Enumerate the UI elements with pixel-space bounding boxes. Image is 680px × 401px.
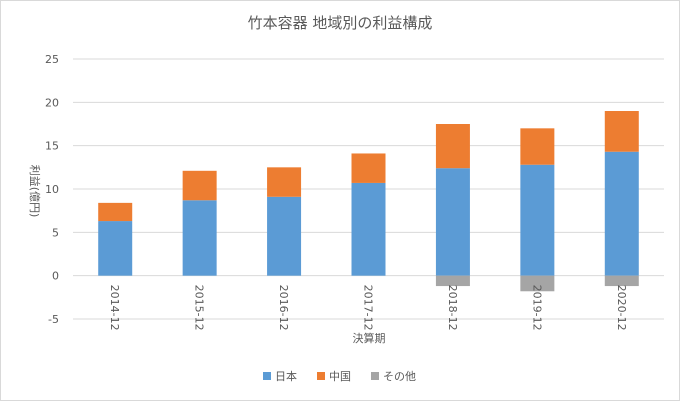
x-tick-label: 2016-12 xyxy=(277,285,290,331)
bar-segment-0-2 xyxy=(267,196,302,276)
bars xyxy=(98,111,639,292)
bar-segment-1-1 xyxy=(182,170,217,201)
bar-segment-0-1 xyxy=(182,200,217,276)
legend-label-1: 中国 xyxy=(329,370,351,383)
legend-swatch-1 xyxy=(317,372,325,380)
legend-label-0: 日本 xyxy=(275,369,297,383)
y-tick-label: 15 xyxy=(45,140,59,153)
legend-swatch-2 xyxy=(371,372,379,380)
legend-label-2: その他 xyxy=(383,370,416,383)
x-axis-ticks: 2014-12 2015-12 2016-12 2017-12 2018-12 2019-… xyxy=(108,285,628,331)
legend: 日本 中国 その他 xyxy=(263,369,416,383)
x-tick-label: 2017-12 xyxy=(362,285,375,331)
bar-segment-2-6 xyxy=(604,275,639,287)
x-tick-label: 2015-12 xyxy=(193,285,206,331)
y-tick-label: 25 xyxy=(45,53,59,66)
bar-segment-0-4 xyxy=(435,168,470,276)
y-axis-ticks: -5 0 5 10 15 20 25 xyxy=(45,53,59,326)
x-tick-label: 2020-12 xyxy=(615,285,628,331)
y-axis-label: 利益(億円) xyxy=(28,165,42,218)
x-tick-label: 2018-12 xyxy=(446,285,459,331)
bar-segment-0-3 xyxy=(351,182,386,276)
bar-segment-2-5 xyxy=(520,275,555,292)
x-axis-label: 決算期 xyxy=(353,331,386,345)
bar-segment-0-6 xyxy=(604,151,639,276)
bar-segment-1-2 xyxy=(267,167,302,197)
bar-segment-1-6 xyxy=(604,111,639,152)
bar-segment-1-5 xyxy=(520,128,555,165)
y-tick-label: 10 xyxy=(45,183,59,196)
bar-segment-0-0 xyxy=(98,221,133,276)
x-tick-label: 2019-12 xyxy=(530,285,543,331)
bar-segment-1-4 xyxy=(435,124,470,169)
chart-title: 竹本容器 地域別の利益構成 xyxy=(248,14,433,32)
bar-segment-1-0 xyxy=(98,202,133,222)
bar-segment-2-4 xyxy=(435,275,470,287)
y-tick-label: 0 xyxy=(52,270,59,283)
y-tick-label: -5 xyxy=(48,313,59,326)
bar-segment-0-5 xyxy=(520,164,555,276)
bar-segment-1-3 xyxy=(351,153,386,183)
legend-swatch-0 xyxy=(263,372,271,380)
x-tick-label: 2014-12 xyxy=(108,285,121,331)
y-tick-label: 20 xyxy=(45,96,59,109)
y-tick-label: 5 xyxy=(52,226,59,239)
